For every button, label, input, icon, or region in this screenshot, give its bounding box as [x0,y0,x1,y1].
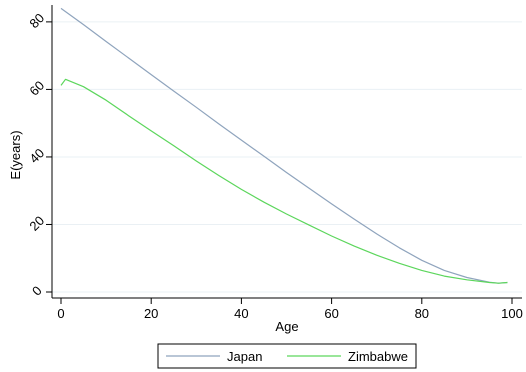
series-lines [60,7,508,284]
legend-label-zimbabwe: Zimbabwe [348,349,408,364]
series-line-japan [60,7,508,284]
x-tick-label: 40 [234,306,248,321]
y-axis-title: E(years) [8,130,23,179]
x-axis-title: Age [275,319,298,334]
series-line-zimbabwe [60,78,508,284]
x-tick-label: 0 [57,306,64,321]
legend-label-japan: Japan [227,349,262,364]
x-tick-label: 80 [415,306,429,321]
x-tick-label: 100 [501,306,523,321]
legend: Japan Zimbabwe [157,343,417,369]
axes [51,5,522,299]
x-tick-label: 60 [324,306,338,321]
gridlines [52,21,522,293]
x-tick-label: 20 [144,306,158,321]
